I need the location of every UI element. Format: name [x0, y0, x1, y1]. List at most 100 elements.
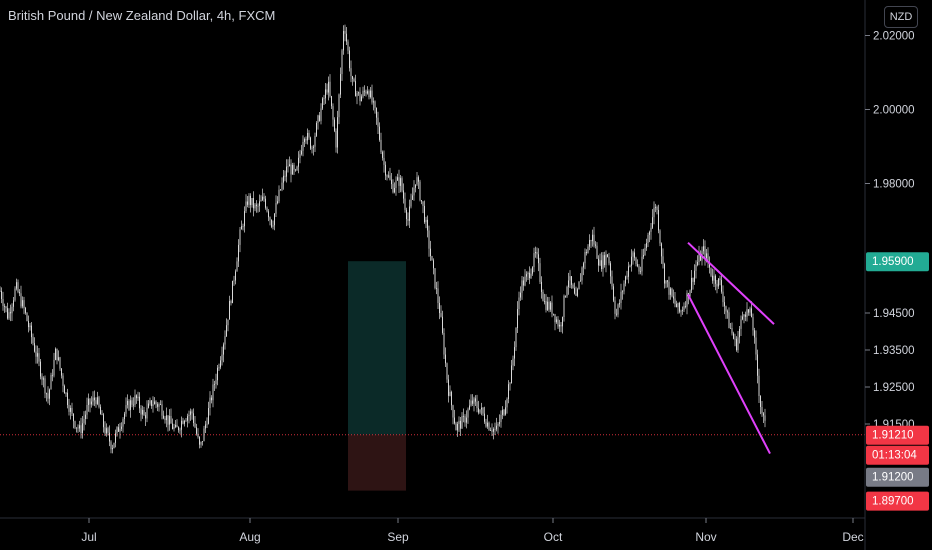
candle-body	[709, 262, 710, 268]
candle-body	[149, 400, 151, 404]
candle-body	[341, 50, 343, 75]
candle-body	[671, 288, 673, 297]
candle-body	[583, 263, 584, 268]
candle-body	[160, 404, 161, 405]
candle-body	[725, 306, 727, 312]
candle-body	[22, 300, 23, 307]
candle-body	[419, 181, 421, 201]
candle-body	[431, 256, 433, 261]
candle-body	[448, 379, 449, 396]
candle-body	[584, 252, 586, 264]
candle-body	[112, 448, 113, 450]
candle-body	[415, 184, 416, 188]
candle-body	[551, 302, 553, 314]
candle-body	[239, 229, 241, 245]
countdown-tag-bg	[866, 445, 929, 465]
candle-body	[322, 98, 323, 109]
candle-body	[647, 234, 649, 244]
candle-body	[358, 92, 359, 94]
time-tick-label: Sep	[387, 530, 409, 544]
candle-body	[395, 180, 397, 189]
candle-body	[760, 396, 761, 407]
candle-body	[250, 195, 251, 206]
candle-body	[143, 409, 145, 416]
candle-body	[32, 337, 34, 344]
candle-body	[452, 405, 454, 418]
candle-body	[631, 256, 632, 266]
candle-body	[485, 421, 487, 427]
candle-body	[89, 398, 91, 405]
candle-body	[746, 309, 748, 317]
candle-body	[524, 276, 526, 286]
candle-body	[220, 360, 221, 368]
candle-body	[95, 400, 97, 404]
currency-button[interactable]: NZD	[884, 6, 918, 28]
candle-body	[734, 338, 736, 340]
candle-body	[668, 281, 670, 295]
candle-body	[739, 328, 740, 338]
last-price-tag-bg	[866, 467, 929, 487]
candle-body	[329, 81, 331, 97]
candle-body	[469, 405, 470, 410]
candle-body	[343, 31, 344, 51]
candle-body	[656, 207, 658, 210]
candle-body	[5, 306, 7, 309]
candle-body	[44, 378, 46, 394]
candle-body	[337, 117, 338, 148]
candle-body	[473, 398, 475, 404]
candle-body	[611, 276, 613, 287]
candle-body	[556, 319, 557, 323]
candle-body	[235, 271, 236, 281]
candle-body	[382, 152, 383, 158]
candle-body	[283, 175, 284, 183]
candle-body	[278, 189, 280, 202]
candle-body	[743, 314, 745, 317]
candle-body	[655, 207, 656, 208]
candle-body	[530, 273, 532, 279]
candle-body	[230, 301, 232, 304]
candle-body	[20, 293, 22, 307]
candle-body	[539, 263, 541, 282]
candle-body	[313, 146, 314, 148]
candle-body	[740, 319, 742, 329]
candle-body	[707, 253, 709, 263]
candle-body	[23, 300, 25, 308]
candle-body	[311, 147, 313, 149]
candle-body	[545, 300, 547, 310]
candle-body	[472, 400, 473, 404]
candle-body	[643, 254, 644, 257]
candle-body	[736, 338, 737, 351]
candle-body	[119, 428, 121, 432]
candle-body	[118, 427, 119, 432]
candle-body	[568, 280, 569, 288]
candle-body	[68, 405, 70, 412]
candle-body	[679, 302, 680, 312]
candle-body	[8, 312, 10, 319]
candle-body	[229, 301, 230, 320]
candle-body	[47, 393, 49, 399]
loss-zone	[348, 434, 406, 491]
candle-body	[350, 68, 352, 77]
candle-body	[590, 240, 592, 242]
target-price-tag: 1.95900	[872, 256, 914, 268]
candle-body	[502, 409, 503, 415]
candle-body	[416, 177, 418, 185]
countdown-tag: 01:13:04	[872, 450, 917, 462]
candle-body	[85, 414, 86, 419]
candle-body	[614, 300, 616, 314]
candle-body	[200, 441, 202, 445]
candle-body	[338, 94, 340, 118]
candle-body	[299, 154, 301, 158]
candle-body	[212, 384, 214, 401]
candle-body	[290, 164, 292, 175]
candle-body	[136, 395, 137, 399]
candle-body	[541, 281, 542, 292]
candle-body	[425, 219, 427, 223]
candle-body	[331, 96, 332, 107]
candle-body	[625, 276, 626, 284]
candle-body	[463, 415, 464, 417]
candle-body	[451, 391, 452, 406]
candle-body	[92, 397, 94, 402]
candle-body	[14, 288, 16, 301]
